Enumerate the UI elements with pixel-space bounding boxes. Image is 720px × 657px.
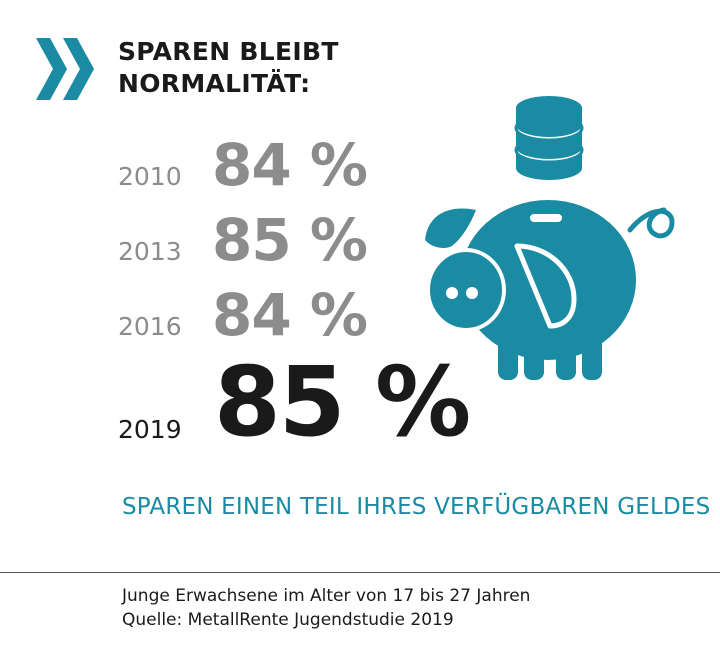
- year-label: 2010: [118, 162, 182, 191]
- double-chevron-right-icon: [36, 38, 94, 100]
- headline: SPAREN BLEIBT NORMALITÄT:: [118, 36, 448, 100]
- percentage-value: 85 %: [214, 346, 471, 458]
- subtitle: SPAREN EINEN TEIL IHRES VERFÜGBAREN GELD…: [122, 494, 711, 520]
- piggy-bank-icon: [425, 96, 675, 380]
- percentage-value: 84 %: [212, 281, 368, 349]
- footer: Junge Erwachsene im Alter von 17 bis 27 …: [122, 584, 530, 632]
- coin-stack-icon: [514, 96, 584, 180]
- year-label: 2016: [118, 312, 182, 341]
- percentage-value: 85 %: [212, 206, 368, 274]
- percentage-value: 84 %: [212, 131, 368, 199]
- headline-line-2: NORMALITÄT:: [118, 69, 311, 98]
- year-label: 2013: [118, 237, 182, 266]
- headline-line-1: SPAREN BLEIBT: [118, 37, 339, 66]
- year-label: 2019: [118, 415, 182, 444]
- footer-population: Junge Erwachsene im Alter von 17 bis 27 …: [122, 586, 531, 606]
- footer-source: Quelle: MetallRente Jugendstudie 2019: [122, 610, 454, 630]
- divider: [0, 572, 720, 573]
